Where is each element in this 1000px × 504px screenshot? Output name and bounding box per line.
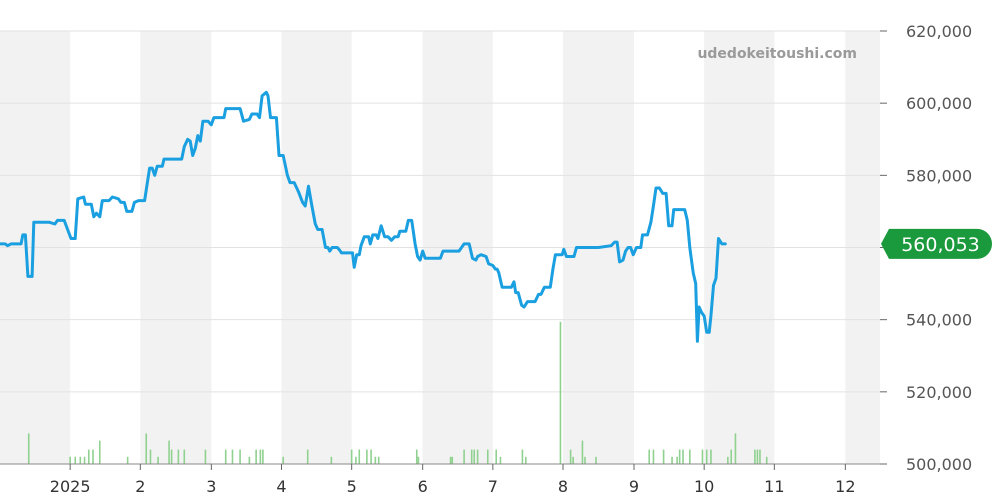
volume-bar — [126, 456, 129, 464]
volume-bar — [451, 456, 454, 464]
volume-bar — [98, 440, 101, 464]
volume-bar — [282, 456, 284, 464]
volume-bar — [168, 440, 170, 464]
volume-bar — [374, 456, 377, 464]
volume-bar — [476, 449, 479, 464]
volume-bar — [584, 456, 586, 464]
volume-bar — [69, 456, 71, 464]
volume-bar — [678, 449, 681, 464]
current-value-badge: 560,053 — [881, 228, 993, 259]
y-tick-label: 520,000 — [906, 383, 972, 402]
price-line-group — [0, 90, 727, 343]
x-axis-ticks: 2025 2 3 4 5 6 7 8 9 10 11 12 — [0, 463, 880, 496]
volume-bar — [183, 449, 186, 464]
volume-bar — [730, 449, 733, 464]
volume-bar — [671, 456, 673, 464]
y-tick-label: 580,000 — [906, 166, 972, 185]
volume-bar — [559, 321, 562, 464]
x-tick-label: 2025 — [50, 477, 91, 496]
volume-bar — [145, 433, 148, 464]
x-tick-label: 11 — [764, 477, 784, 496]
volume-bar — [366, 449, 368, 464]
volume-bar — [170, 449, 173, 464]
volume-bar — [701, 449, 704, 464]
volume-bar — [79, 456, 82, 464]
x-tick-label: 7 — [488, 477, 498, 496]
volume-bar — [330, 456, 333, 464]
volume-bar — [710, 449, 712, 464]
y-tick-label: 620,000 — [906, 22, 972, 41]
volume-bar — [676, 456, 678, 464]
volume-bar — [499, 456, 502, 464]
volume-bar — [688, 449, 691, 464]
volume-bar — [149, 449, 152, 464]
volume-bar — [473, 449, 476, 464]
volume-bar — [495, 449, 498, 464]
volume-bar — [224, 449, 227, 464]
volume-bar — [306, 449, 309, 464]
volume-bar — [569, 449, 572, 464]
volume-bar — [759, 449, 761, 464]
y-tick-label: 540,000 — [906, 311, 972, 330]
volume-bar — [239, 449, 241, 464]
volume-bar — [177, 449, 180, 464]
volume-bar — [92, 449, 94, 464]
volume-bar — [157, 456, 159, 464]
volume-bar — [83, 456, 86, 464]
volume-bar — [682, 449, 684, 464]
volume-bar — [248, 456, 251, 464]
volume-bar — [581, 440, 584, 464]
x-tick-label: 5 — [347, 477, 357, 496]
volume-bar — [705, 449, 708, 464]
x-tick-label: 6 — [418, 477, 428, 496]
y-tick-label: 500,000 — [906, 455, 972, 474]
y-tick-label: 600,000 — [906, 94, 972, 113]
volume-bar — [486, 449, 489, 464]
x-tick-label: 9 — [629, 477, 639, 496]
volume-bar — [415, 449, 418, 464]
volume-bar — [734, 433, 737, 464]
volume-bar — [204, 449, 207, 464]
volume-bars — [27, 321, 768, 464]
volume-bar — [662, 449, 665, 464]
x-tick-label: 2 — [135, 477, 145, 496]
x-tick-label: 3 — [206, 477, 216, 496]
volume-bar — [350, 449, 353, 464]
volume-bar — [648, 449, 651, 464]
volume-bar — [727, 456, 729, 464]
volume-bar — [525, 456, 527, 464]
volume-bar — [262, 449, 264, 464]
volume-bar — [765, 456, 768, 464]
volume-bar — [521, 449, 524, 464]
volume-bar — [370, 449, 372, 464]
volume-bar — [255, 449, 257, 464]
watermark: udedokeitoushi.com — [697, 46, 857, 62]
current-value-label: 560,053 — [901, 234, 980, 256]
volume-bar — [355, 456, 357, 464]
volume-bar — [231, 449, 234, 464]
volume-bar — [756, 449, 759, 464]
volume-bar — [463, 449, 465, 464]
x-tick-label: 10 — [694, 477, 714, 496]
volume-bar — [87, 449, 90, 464]
volume-bar — [595, 456, 597, 464]
volume-bar — [358, 449, 361, 464]
volume-bar — [754, 449, 756, 464]
volume-bar — [417, 456, 420, 464]
x-tick-label: 12 — [835, 477, 855, 496]
volume-bar — [27, 433, 30, 464]
volume-bar — [449, 456, 452, 464]
x-tick-label: 8 — [558, 477, 568, 496]
volume-bar — [377, 456, 380, 464]
price-line — [0, 90, 727, 343]
volume-bar — [259, 449, 262, 464]
current-value-badge-shape — [881, 228, 993, 259]
volume-bar — [652, 449, 655, 464]
x-tick-label: 4 — [276, 477, 286, 496]
volume-bar — [470, 449, 473, 464]
volume-bar — [74, 456, 77, 464]
volume-bar — [572, 456, 574, 464]
